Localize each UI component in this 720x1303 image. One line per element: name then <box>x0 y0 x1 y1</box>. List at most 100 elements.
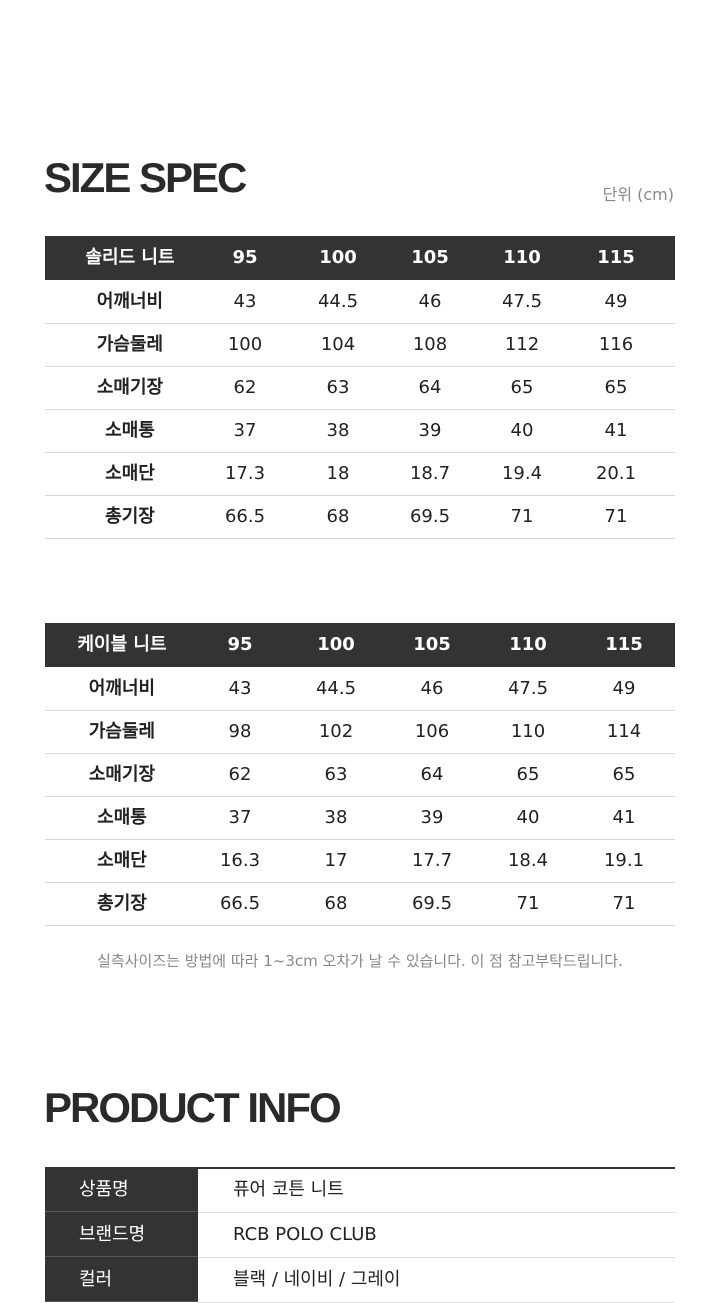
cell-value: 68 <box>324 893 348 914</box>
cell-value: 46 <box>420 678 444 699</box>
cell-value: 68 <box>326 506 350 527</box>
header-cell: 115 <box>605 634 643 655</box>
unit-label: 단위 (cm) <box>602 185 674 204</box>
cell-value: 114 <box>606 721 642 742</box>
cell-value: 19.1 <box>603 850 645 871</box>
row-label: 총기장 <box>97 893 147 914</box>
cell-value: 100 <box>227 334 263 355</box>
cell-value: 16.3 <box>219 850 261 871</box>
row-divider <box>45 796 675 797</box>
table-header <box>45 236 675 280</box>
info-value: RCB POLO CLUB <box>233 1224 377 1245</box>
cell-value: 62 <box>233 377 257 398</box>
cell-value: 102 <box>318 721 354 742</box>
row-divider <box>45 839 675 840</box>
cell-value: 69.5 <box>409 506 451 527</box>
cell-value: 37 <box>228 807 252 828</box>
row-label: 소매기장 <box>96 377 164 398</box>
cell-value: 44.5 <box>315 678 357 699</box>
cell-value: 71 <box>516 893 540 914</box>
cell-value: 40 <box>516 807 540 828</box>
cell-value: 17.7 <box>411 850 453 871</box>
note: 실측사이즈는 방법에 따라 1~3cm 오차가 날 수 있습니다. 이 점 참고… <box>97 952 623 970</box>
row-divider <box>45 925 675 926</box>
cell-value: 43 <box>233 291 257 312</box>
header-cell: 105 <box>413 634 451 655</box>
cell-value: 39 <box>418 420 442 441</box>
row-divider <box>198 1257 675 1258</box>
cell-value: 65 <box>516 764 540 785</box>
cell-value: 17.3 <box>224 463 266 484</box>
cell-value: 17 <box>324 850 348 871</box>
row-divider <box>45 452 675 453</box>
row-label: 소매통 <box>105 420 155 441</box>
cell-value: 71 <box>604 506 628 527</box>
cell-value: 44.5 <box>317 291 359 312</box>
cell-value: 20.1 <box>595 463 637 484</box>
cell-value: 40 <box>510 420 534 441</box>
cell-value: 69.5 <box>411 893 453 914</box>
row-divider <box>45 366 675 367</box>
info-value: 퓨어 코튼 니트 <box>233 1179 344 1200</box>
row-label: 어깨너비 <box>96 291 164 312</box>
row-label: 소매통 <box>97 807 147 828</box>
cell-value: 65 <box>612 764 636 785</box>
row-label: 소매기장 <box>88 764 156 785</box>
cell-value: 38 <box>324 807 348 828</box>
info-label: 브랜드명 <box>45 1212 198 1257</box>
header-cell: 케이블 니트 <box>77 634 167 655</box>
row-label: 가슴둘레 <box>96 334 164 355</box>
cell-value: 71 <box>612 893 636 914</box>
row-divider <box>45 538 675 539</box>
cell-value: 49 <box>612 678 636 699</box>
row-divider <box>198 1212 675 1213</box>
cell-value: 47.5 <box>501 291 543 312</box>
row-label: 소매단 <box>97 850 147 871</box>
cell-value: 108 <box>412 334 448 355</box>
row-label: 소매단 <box>105 463 155 484</box>
header-cell: 95 <box>227 634 253 655</box>
cell-value: 18.7 <box>409 463 451 484</box>
cell-value: 47.5 <box>507 678 549 699</box>
row-label: 어깨너비 <box>88 678 156 699</box>
cell-value: 66.5 <box>224 506 266 527</box>
row-divider <box>45 710 675 711</box>
cell-value: 104 <box>320 334 356 355</box>
cell-value: 64 <box>418 377 442 398</box>
cell-value: 38 <box>326 420 350 441</box>
header-cell: 100 <box>319 247 357 268</box>
cell-value: 46 <box>418 291 442 312</box>
cell-value: 106 <box>414 721 450 742</box>
row-divider <box>45 495 675 496</box>
row-divider <box>45 323 675 324</box>
header-cell: 115 <box>597 247 635 268</box>
cell-value: 41 <box>612 807 636 828</box>
cell-value: 63 <box>326 377 350 398</box>
cell-value: 63 <box>324 764 348 785</box>
section-title: SIZE SPEC <box>44 154 247 201</box>
info-top-border <box>198 1167 675 1169</box>
cell-value: 64 <box>420 764 444 785</box>
header-cell: 105 <box>411 247 449 268</box>
row-divider <box>45 409 675 410</box>
cell-value: 37 <box>233 420 257 441</box>
cell-value: 18 <box>326 463 350 484</box>
cell-value: 41 <box>604 420 628 441</box>
header-cell: 솔리드 니트 <box>85 247 175 268</box>
cell-value: 110 <box>510 721 546 742</box>
row-divider <box>45 882 675 883</box>
cell-value: 19.4 <box>501 463 543 484</box>
cell-value: 65 <box>604 377 628 398</box>
info-label: 상품명 <box>45 1167 198 1212</box>
header-cell: 100 <box>317 634 355 655</box>
row-label: 총기장 <box>105 506 155 527</box>
row-label: 가슴둘레 <box>88 721 156 742</box>
cell-value: 18.4 <box>507 850 549 871</box>
cell-value: 98 <box>228 721 252 742</box>
row-divider <box>45 753 675 754</box>
cell-value: 112 <box>504 334 540 355</box>
cell-value: 39 <box>420 807 444 828</box>
cell-value: 62 <box>228 764 252 785</box>
cell-value: 66.5 <box>219 893 261 914</box>
